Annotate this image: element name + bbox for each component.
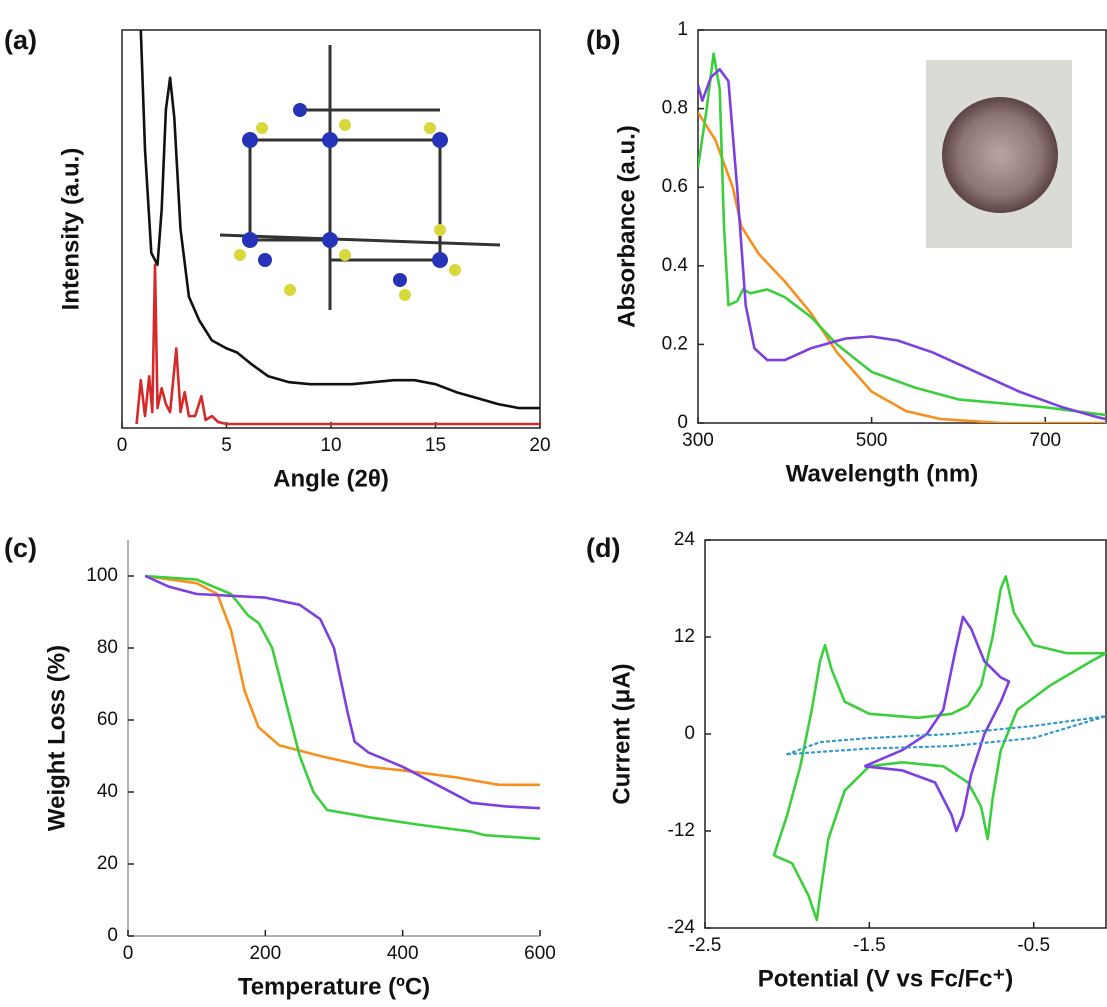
panel-label: (a) xyxy=(4,25,37,55)
panel-label: (b) xyxy=(586,25,620,55)
mof-structure-inset xyxy=(219,45,501,310)
data-line xyxy=(145,574,540,787)
data-line xyxy=(698,111,1106,423)
data-line xyxy=(863,615,1011,833)
x-tick-label: 600 xyxy=(524,943,556,964)
x-tick-label: -2.5 xyxy=(689,935,722,956)
panel: (d) Potential (V vs Fc/Fc⁺) Current (μA) -2… xyxy=(586,529,1107,992)
panel-label: (c) xyxy=(4,533,37,563)
x-tick-label: 15 xyxy=(425,435,446,456)
x-tick-label: 500 xyxy=(856,430,888,451)
data-line xyxy=(145,574,540,841)
panel: (b) Wavelength (nm) Absorbance (a.u.) 300 50… xyxy=(586,19,1107,487)
data-line xyxy=(139,30,540,410)
x-tick-label: -1.5 xyxy=(853,935,886,956)
x-axis-label: Potential (V vs Fc/Fc⁺) xyxy=(758,965,1013,992)
y-tick-label: 0.8 xyxy=(662,98,688,119)
x-tick-label: -0.5 xyxy=(1017,935,1050,956)
x-tick-label: 0 xyxy=(123,943,134,964)
data-line xyxy=(772,575,1106,922)
data-line xyxy=(698,68,1106,421)
x-tick-label: 300 xyxy=(682,430,714,451)
data-line xyxy=(135,263,540,426)
y-tick-label: 100 xyxy=(86,565,118,586)
y-tick-label: 20 xyxy=(97,853,118,874)
panel: (a) Angle (2θ) Intensity (a.u.) 0 5 10 15 20 xyxy=(4,25,551,492)
y-tick-label: 0 xyxy=(677,412,688,433)
y-tick-label: 12 xyxy=(674,626,695,647)
x-axis-label: Wavelength (nm) xyxy=(786,460,978,487)
x-tick-label: 10 xyxy=(320,435,341,456)
y-tick-label: 1 xyxy=(677,19,688,40)
y-axis-label: Intensity (a.u.) xyxy=(57,148,84,311)
y-tick-label: -24 xyxy=(668,917,696,938)
y-tick-label: 0.4 xyxy=(662,255,689,276)
x-axis-label: Temperature (ºC) xyxy=(238,973,430,1000)
x-tick-label: 0 xyxy=(117,435,128,456)
data-line xyxy=(786,715,1106,756)
y-tick-label: 0.6 xyxy=(662,176,688,197)
x-axis-label: Angle (2θ) xyxy=(273,465,389,492)
x-tick-label: 700 xyxy=(1029,430,1061,451)
y-tick-label: -12 xyxy=(668,820,695,841)
x-tick-label: 20 xyxy=(529,435,550,456)
y-tick-label: 0.2 xyxy=(662,333,688,354)
y-tick-label: 0 xyxy=(684,723,695,744)
y-axis-label: Current (μA) xyxy=(608,663,635,804)
panel-label: (d) xyxy=(586,533,620,563)
plot-frame xyxy=(697,29,1107,424)
x-tick-label: 400 xyxy=(387,943,419,964)
y-tick-label: 60 xyxy=(97,709,118,730)
data-line xyxy=(698,52,1106,417)
y-tick-label: 24 xyxy=(674,529,696,550)
data-line xyxy=(144,574,540,810)
y-tick-label: 0 xyxy=(107,925,118,946)
x-tick-label: 200 xyxy=(249,943,281,964)
y-tick-label: 40 xyxy=(97,781,118,802)
panel: (c)Temperature (ºC)Weight Loss (%)0 200 40… xyxy=(4,533,556,1000)
y-axis-label: Absorbance (a.u.) xyxy=(613,125,640,328)
film-photo-inset xyxy=(926,60,1072,248)
y-axis-label: Weight Loss (%) xyxy=(43,645,70,831)
x-tick-label: 5 xyxy=(221,435,232,456)
y-tick-label: 80 xyxy=(97,637,118,658)
